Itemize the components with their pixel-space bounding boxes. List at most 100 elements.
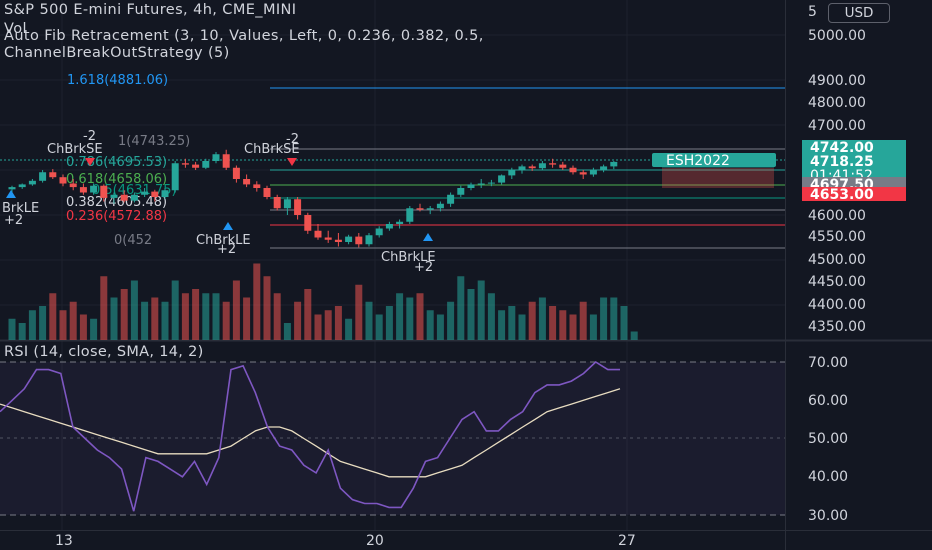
candle-body <box>559 164 567 168</box>
volume-bar <box>110 297 118 340</box>
candle-body <box>436 203 444 209</box>
volume-bar <box>416 293 424 340</box>
candle-body <box>263 188 271 197</box>
candle-body <box>345 236 353 242</box>
candlesticks <box>8 149 618 248</box>
volume-bar <box>518 314 526 340</box>
signal-long-label: BrkLE <box>2 201 39 216</box>
rsi-ma-line <box>0 388 621 478</box>
volume-legend[interactable]: Vol <box>4 21 27 37</box>
volume-bar <box>538 297 546 340</box>
candle-body <box>171 163 179 191</box>
candle-body <box>243 179 251 185</box>
volume-bar <box>365 301 373 340</box>
volume-bar <box>100 276 108 340</box>
symbol-badge[interactable] <box>652 153 776 167</box>
volume-bar <box>375 314 383 340</box>
volume-bar <box>477 280 485 340</box>
candle-body <box>141 191 149 195</box>
candle-body <box>130 194 138 201</box>
rsi-axis-label: 40.00 <box>808 469 848 485</box>
position-box-loss[interactable] <box>662 168 774 188</box>
strategy-legend[interactable]: ChannelBreakOutStrategy (5) <box>4 45 230 61</box>
fib-1-label: 1(4743.25) <box>118 134 190 149</box>
volume-bar <box>202 293 210 340</box>
volume-bar <box>334 306 342 340</box>
volume-bar <box>8 318 16 340</box>
volume-bar <box>171 280 179 340</box>
candle-body <box>416 208 424 210</box>
candle-body <box>90 185 98 193</box>
price-axis-label: 4900.00 <box>808 73 866 89</box>
price-axis-label: 4350.00 <box>808 319 866 335</box>
currency-button[interactable]: USD <box>828 3 890 23</box>
volume-bar <box>620 306 628 340</box>
candle-body <box>426 208 434 210</box>
candle-body <box>100 185 108 198</box>
candle-body <box>385 224 393 229</box>
volume-bar <box>120 289 128 340</box>
candle-body <box>457 188 465 195</box>
volume-bar <box>498 310 506 340</box>
volume-bar <box>467 289 475 340</box>
candle-body <box>120 194 128 201</box>
candle-body <box>110 194 118 198</box>
volume-bar <box>355 284 363 340</box>
signal-long-label: ChBrkLE <box>196 233 251 248</box>
candle-body <box>467 184 475 188</box>
candle-body <box>610 161 618 167</box>
candle-body <box>538 163 546 169</box>
signal-minus2-label: -2 <box>83 129 96 144</box>
time-axis-label: 20 <box>366 533 384 549</box>
candle-body <box>518 166 526 170</box>
fib-0618-label: 0.618(4658.06) <box>66 172 167 187</box>
candle-body <box>192 164 200 168</box>
candle-body <box>8 187 16 190</box>
rsi-line <box>0 360 620 512</box>
candle-body <box>151 191 159 197</box>
volume-bar <box>232 280 240 340</box>
volume-bar <box>559 310 567 340</box>
candle-body <box>396 221 404 224</box>
candle-body <box>487 182 495 184</box>
volume-bar <box>253 263 261 340</box>
low-price-badge <box>802 187 906 201</box>
fib-0786-label: 0.786(4695.53) <box>66 155 167 170</box>
candle-body <box>212 154 220 161</box>
candle-body <box>253 184 261 188</box>
volume-bar <box>69 301 77 340</box>
fib-indicator-legend[interactable]: Auto Fib Retracement (3, 10, Values, Lef… <box>4 28 484 44</box>
candle-body <box>498 175 506 183</box>
candle-body <box>365 235 373 245</box>
candle-body <box>324 237 332 240</box>
price-axis-label: 4800.00 <box>808 95 866 111</box>
volume-bar <box>600 297 608 340</box>
volume-bar <box>345 318 353 340</box>
volume-bar <box>283 323 291 340</box>
volume-bar <box>324 310 332 340</box>
long-arrow-icon <box>6 190 16 198</box>
volume-bar <box>130 280 138 340</box>
fib-lines <box>270 87 785 249</box>
volume-bar <box>314 314 322 340</box>
volume-bar <box>426 310 434 340</box>
fib-0382-label: 0.382(4605.48) <box>66 195 167 210</box>
symbol-badge-text: ESH2022 <box>666 153 730 169</box>
rsi-legend[interactable]: RSI (14, close, SMA, 14, 2) <box>4 344 204 360</box>
candle-body <box>161 190 169 197</box>
candle-body <box>202 161 210 168</box>
volume-bar <box>79 314 87 340</box>
chart-title[interactable]: S&P 500 E-mini Futures, 4h, CME_MINI <box>4 2 297 18</box>
low-price-badge-text: 4653.00 <box>810 187 874 203</box>
volume-bar <box>18 323 26 340</box>
candle-body <box>549 163 557 165</box>
candle-body <box>294 199 302 215</box>
candle-body <box>569 167 577 173</box>
price-axis-label: 5 <box>808 4 817 20</box>
candle-body <box>283 199 291 209</box>
volume-bar <box>161 301 169 340</box>
candle-body <box>304 215 312 231</box>
volume-bar <box>385 306 393 340</box>
volume-bar <box>59 310 67 340</box>
